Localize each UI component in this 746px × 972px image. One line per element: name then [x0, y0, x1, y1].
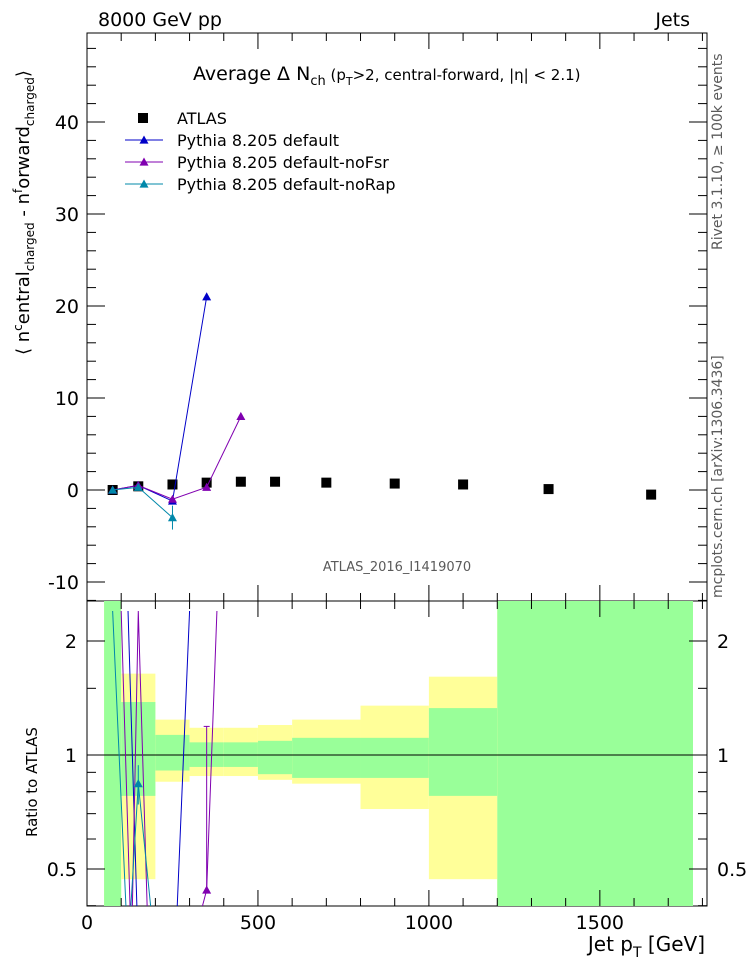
- ratio-band-inner: [104, 601, 122, 906]
- ratio-band-inner: [497, 601, 693, 906]
- main-series: [107, 292, 657, 530]
- plot-title-tail: >2, central-forward, |η| < 2.1): [353, 66, 581, 84]
- data-point: [543, 484, 554, 495]
- xtick-label: 500: [240, 912, 276, 934]
- xtick-label: 1000: [405, 912, 453, 934]
- header-left: 8000 GeV pp: [98, 9, 222, 31]
- main-ytick-label: 0: [67, 480, 79, 502]
- main-ytick-label: 30: [55, 204, 79, 226]
- plot-title-rest: (p: [326, 66, 346, 84]
- legend-label: Pythia 8.205 default-noFsr: [177, 153, 389, 172]
- series-line: [112, 486, 173, 518]
- data-point: [646, 489, 657, 500]
- xlabel: Jet pT [GeV]: [586, 932, 705, 961]
- mc-point: [108, 485, 118, 494]
- mc-point: [167, 513, 177, 522]
- ratio-ytick-label-right: 1: [717, 745, 729, 767]
- mc-point: [133, 482, 143, 491]
- ratio-plot-frame: [86, 600, 708, 907]
- legend-marker: [139, 135, 149, 144]
- ratio-band-inner: [428, 708, 498, 796]
- ratio-axis-ticks: 0.5 0.5 1 1 2 2 0 500 1000 1500: [47, 601, 746, 934]
- xtick-label: 0: [81, 912, 93, 934]
- legend-label: Pythia 8.205 default-noRap: [177, 175, 395, 194]
- legend-marker: [138, 113, 148, 123]
- analysis-watermark: ATLAS_2016_I1419070: [323, 560, 471, 575]
- ratio-band-inner: [360, 737, 429, 778]
- ratio-bands: [87, 601, 707, 906]
- main-ytick-label: 40: [55, 112, 79, 134]
- rivet-label: Rivet 3.1.10, ≥ 100k events: [710, 53, 726, 250]
- legend: ATLAS Pythia 8.205 default Pythia 8.205 de…: [125, 109, 395, 194]
- xtick-label: 1500: [576, 912, 624, 934]
- series-line: [112, 296, 208, 502]
- plot-title-main: Average Δ N: [193, 63, 310, 85]
- header-right: Jets: [654, 9, 690, 31]
- ratio-band-inner: [292, 737, 361, 778]
- data-point: [201, 477, 212, 488]
- ratio-series-line: [112, 610, 152, 906]
- mc-point: [236, 411, 246, 420]
- ratio-ytick-label: 0.5: [47, 859, 77, 881]
- data-point: [235, 476, 246, 487]
- ratio-ytick-label-right: 2: [717, 631, 729, 653]
- ratio-series-clip: [112, 610, 218, 906]
- ratio-ytick-label-right: 0.5: [717, 859, 746, 881]
- legend-label: Pythia 8.205 default: [177, 131, 339, 150]
- ratio-series-line: [127, 610, 191, 906]
- data-point: [167, 479, 178, 490]
- data-point: [389, 478, 400, 489]
- legend-marker: [139, 157, 149, 166]
- main-ytick-label: -10: [48, 572, 79, 594]
- plot-title: Average Δ Nch (pT>2, central-forward, |η…: [193, 63, 581, 89]
- main-ylabel: ⟨ ncentralcharged - nforwardcharged⟩: [11, 70, 37, 355]
- main-ytick-label: 20: [55, 296, 79, 318]
- ratio-band-group: [104, 601, 693, 906]
- mcplots-label: mcplots.cern.ch [arXiv:1306.3436]: [710, 355, 726, 598]
- mc-point: [202, 292, 212, 301]
- main-axis-ticks: -10 0 10 20 30 40: [48, 33, 707, 601]
- ratio-series: [112, 610, 218, 906]
- ratio-ytick-label: 2: [65, 631, 77, 653]
- plot-title-sub-ch: ch: [310, 74, 325, 89]
- legend-label: ATLAS: [177, 109, 227, 128]
- plot-title-sub-t: T: [345, 75, 353, 88]
- data-point: [321, 477, 332, 488]
- main-ytick-label: 10: [55, 388, 79, 410]
- mc-point: [202, 482, 212, 491]
- mc-point: [167, 494, 177, 503]
- legend-marker: [139, 179, 149, 188]
- ratio-ylabel: Ratio to ATLAS: [23, 727, 41, 837]
- ratio-band-inner: [257, 740, 293, 775]
- ratio-ytick-label: 1: [65, 745, 77, 767]
- data-point: [458, 479, 469, 490]
- data-point: [270, 476, 281, 487]
